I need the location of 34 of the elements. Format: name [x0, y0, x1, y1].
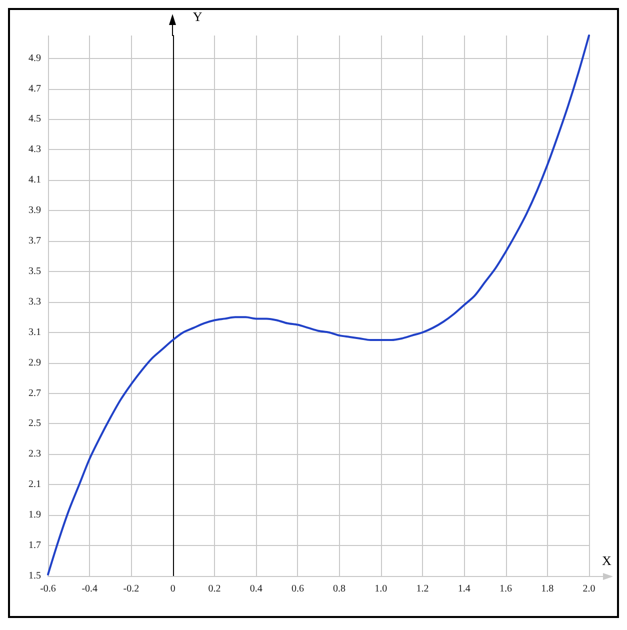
y-tick-label: 1.7 — [28, 540, 41, 552]
x-tick-label: 1.2 — [416, 584, 429, 594]
y-tick-label: 4.9 — [28, 52, 41, 64]
y-tick-label: 2.5 — [28, 418, 41, 430]
y-axis-title: Y — [192, 9, 203, 24]
y-tick-label: 3.7 — [28, 236, 41, 247]
x-tick-label: -0.2 — [123, 584, 140, 594]
y-tick-label: 3.3 — [28, 296, 41, 308]
x-tick-label: 0.8 — [333, 584, 346, 594]
x-axis-title: X — [602, 553, 612, 568]
x-tick-label: 0 — [170, 584, 176, 594]
y-tick-label: 1.9 — [28, 510, 41, 521]
y-tick-label: 3.9 — [28, 205, 41, 216]
x-tick-label: 0.6 — [291, 584, 304, 594]
x-tick-label: 0.4 — [250, 584, 262, 594]
y-tick-label: 3.5 — [28, 266, 41, 277]
y-tick-label: 1.5 — [28, 570, 41, 582]
y-tick-label: 2.3 — [28, 448, 41, 460]
y-tick-label: 4.3 — [28, 144, 41, 156]
x-tick-label: -0.4 — [82, 584, 98, 594]
y-tick-label: 3.1 — [28, 326, 41, 338]
y-tick-label: 4.5 — [28, 114, 41, 125]
y-tick-label: 2.7 — [28, 388, 41, 399]
x-tick-label: 0.2 — [208, 584, 221, 594]
y-tick-label: 4.1 — [28, 174, 41, 186]
x-tick-label: 1.8 — [541, 584, 554, 594]
x-tick-label: 1.6 — [500, 584, 512, 594]
y-tick-label: 2.9 — [28, 357, 41, 368]
y-tick-label: 4.7 — [28, 83, 41, 94]
y-tick-label: 2.1 — [28, 479, 41, 490]
x-tick-label: 2.0 — [582, 584, 596, 594]
x-tick-label: -0.6 — [40, 584, 56, 594]
x-tick-label: 1.0 — [374, 584, 388, 594]
x-tick-label: 1.4 — [458, 584, 470, 594]
